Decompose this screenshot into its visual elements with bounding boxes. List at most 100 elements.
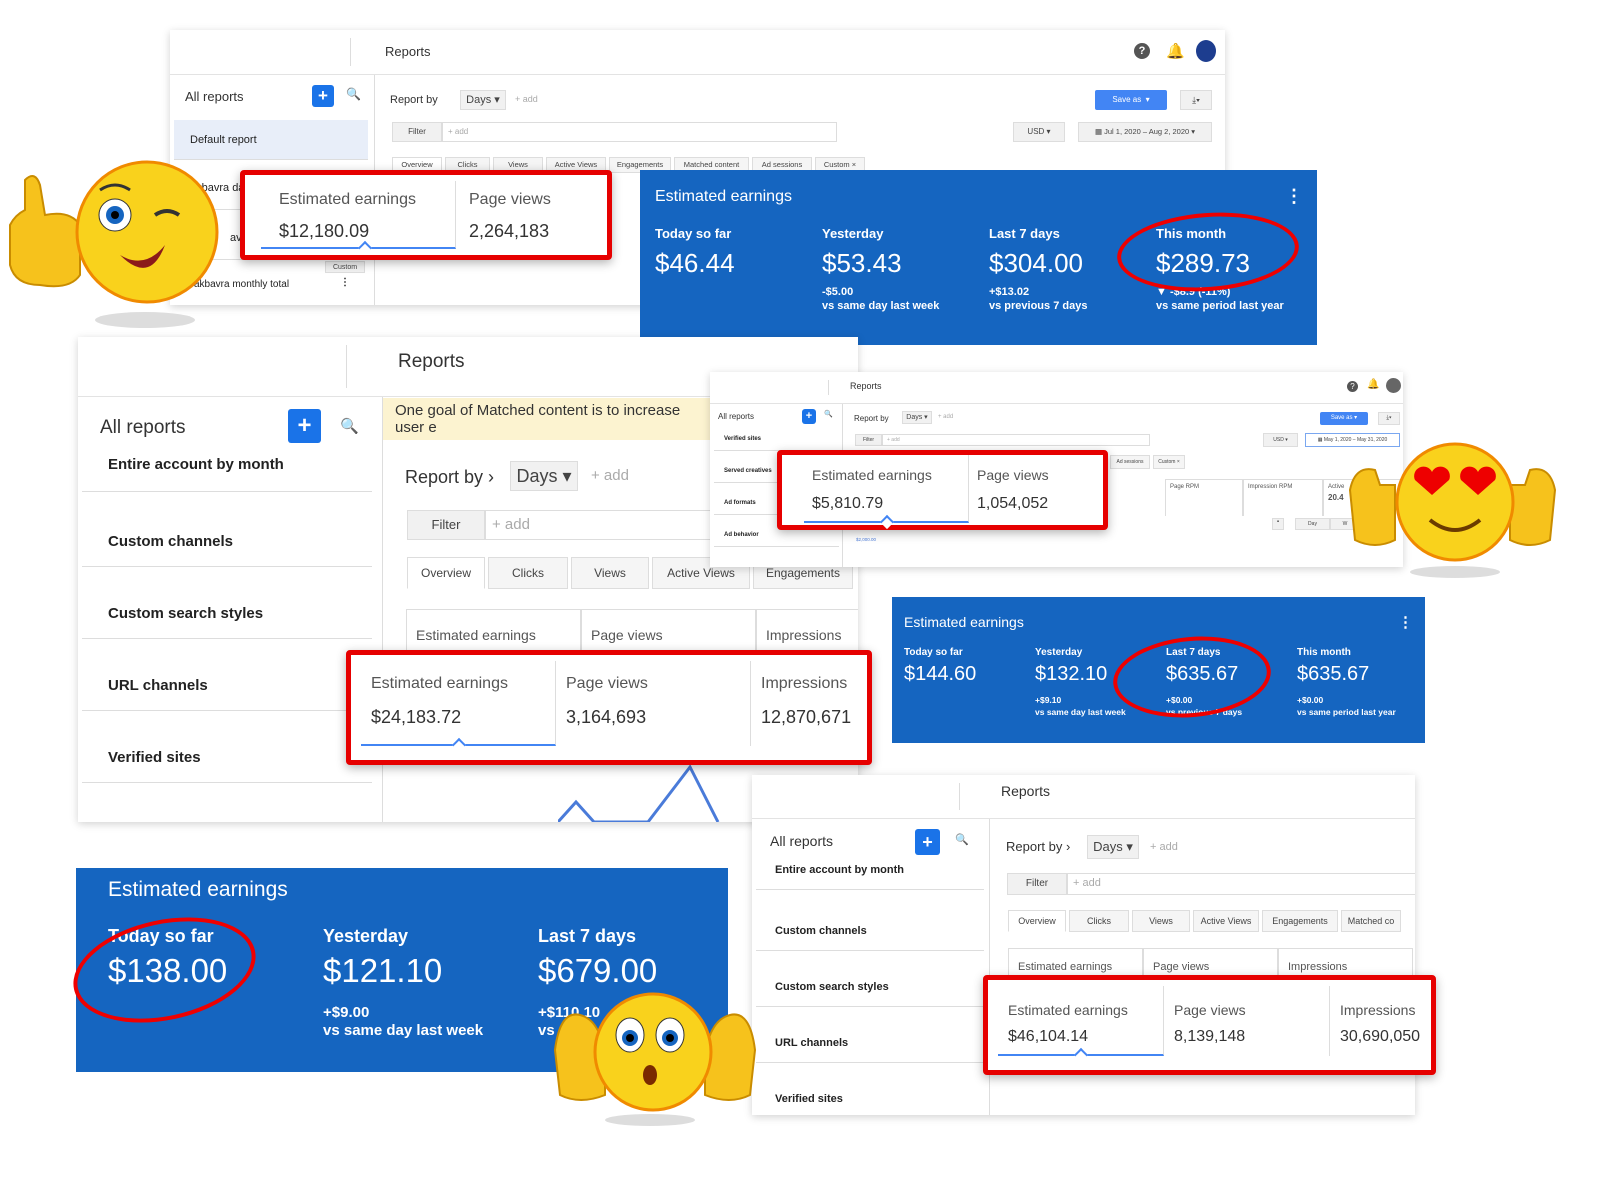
help-icon[interactable]: ?	[1134, 43, 1150, 59]
day-button[interactable]: Day	[1295, 518, 1330, 530]
reports-screenshot-2: Reports All reports + 🔍 Entire account b…	[78, 337, 858, 822]
avatar[interactable]	[1196, 40, 1216, 62]
tab-ad-sessions[interactable]: Ad sessions	[1110, 455, 1150, 469]
tab-overview[interactable]: Overview	[407, 557, 485, 589]
earnings-value: $138.00	[108, 952, 228, 989]
days-dropdown[interactable]: Days ▾	[902, 411, 932, 424]
metric-page-views[interactable]: Page views 3,164,693	[556, 661, 751, 746]
filter-label: Filter	[392, 122, 442, 142]
filter-input[interactable]: + add	[1067, 873, 1415, 895]
tab-views[interactable]: Views	[571, 557, 649, 589]
close-icon[interactable]: ×	[849, 160, 857, 169]
sidebar-item-entire-account-by-month[interactable]: Entire account by month	[82, 442, 372, 492]
avatar[interactable]	[1386, 378, 1401, 393]
sidebar-item-custom-search-styles[interactable]: Custom search styles	[82, 589, 372, 639]
tab-label: Clicks	[457, 160, 478, 169]
metric-estimated-earnings[interactable]: Estimated earnings $12,180.09	[261, 181, 456, 256]
all-reports-title: All reports	[770, 833, 834, 849]
more-vert-icon[interactable]: ⋮	[1398, 614, 1413, 631]
add-dimension-link[interactable]: + add	[1150, 841, 1178, 853]
tab-clicks[interactable]: Clicks	[488, 557, 568, 589]
metric-page-views[interactable]: Page views 8,139,148	[1164, 986, 1330, 1056]
tab-engagements[interactable]: Engagements	[1262, 910, 1338, 932]
filter-input[interactable]: + add	[485, 510, 858, 540]
metric-header-impressions[interactable]: Impressions	[756, 609, 858, 654]
report-by-label: Report by	[390, 94, 438, 106]
search-icon[interactable]: 🔍	[346, 87, 361, 101]
sidebar-item-label: Entire account by month	[108, 456, 284, 473]
sidebar-item-custom-channels[interactable]: Custom channels	[82, 517, 372, 567]
metric-header-page-views[interactable]: Page views	[1143, 948, 1278, 978]
metric-estimated-earnings[interactable]: Estimated earnings $24,183.72	[361, 661, 556, 753]
tab-custom[interactable]: Custom ×	[1153, 455, 1185, 469]
search-icon[interactable]: 🔍	[340, 418, 359, 435]
search-icon[interactable]: 🔍	[824, 411, 833, 418]
currency-dropdown[interactable]: USD ▾	[1263, 433, 1298, 447]
tab-active-views[interactable]: Active Views	[1193, 910, 1259, 932]
download-icon[interactable]: ⤓▾	[1378, 412, 1400, 425]
save-as-button[interactable]: Save as ▾	[1095, 90, 1167, 110]
sidebar-item-entire-account-by-month[interactable]: Entire account by month	[756, 855, 984, 890]
metric-label: Estimated earnings	[1018, 961, 1113, 973]
help-icon[interactable]: ?	[1347, 381, 1358, 392]
add-dimension-link[interactable]: + add	[938, 414, 954, 420]
metric-header-estimated-earnings[interactable]: Estimated earnings	[406, 609, 581, 654]
sidebar-item-ad-behavior[interactable]: Ad behavior	[714, 523, 839, 547]
filter-input[interactable]: + add	[442, 122, 837, 142]
metric-value: 12,870,671	[761, 707, 852, 727]
metric-page-views[interactable]: Page views 2,264,183	[456, 181, 606, 249]
date-range-picker[interactable]: ▦ Jul 1, 2020 – Aug 2, 2020 ▾	[1078, 122, 1212, 142]
tab-matched-co[interactable]: Matched co	[1341, 910, 1401, 932]
sidebar-item-served-creatives[interactable]: Served creatives	[714, 459, 839, 483]
divider	[350, 38, 351, 66]
tab-views[interactable]: Views	[1132, 910, 1190, 932]
add-dimension-link[interactable]: + add	[591, 467, 629, 484]
more-vert-icon[interactable]: ⋮	[1285, 186, 1303, 206]
filter-input[interactable]: + add	[882, 434, 1150, 446]
metric-impression-rpm[interactable]: Impression RPM	[1243, 479, 1323, 516]
metric-impressions[interactable]: Impressions 30,690,050	[1330, 986, 1496, 1056]
metric-header-page-views[interactable]: Page views	[581, 609, 756, 654]
add-dimension-link[interactable]: + add	[515, 94, 538, 104]
search-icon[interactable]: 🔍	[955, 834, 969, 846]
sidebar-item-ad-formats[interactable]: Ad formats	[714, 491, 839, 515]
bell-icon[interactable]: 🔔	[1166, 43, 1185, 60]
add-report-button[interactable]: +	[288, 409, 321, 443]
save-as-label: Save as	[1330, 415, 1353, 421]
days-dropdown[interactable]: Days ▾	[1087, 835, 1139, 859]
annotation-icon[interactable]: ▪	[1272, 518, 1284, 530]
tab-clicks[interactable]: Clicks	[1069, 910, 1129, 932]
earnings-value: $635.67	[1166, 663, 1239, 685]
add-report-button[interactable]: +	[312, 85, 334, 107]
sidebar-item-custom-search-styles[interactable]: Custom search styles	[756, 967, 984, 1007]
metric-header-impressions[interactable]: Impressions	[1278, 948, 1413, 978]
days-dropdown[interactable]: Days ▾	[510, 461, 578, 491]
metric-impressions[interactable]: Impressions 12,870,671	[751, 661, 946, 746]
sidebar-item-verified-sites[interactable]: Verified sites	[82, 733, 372, 783]
sidebar-item-url-channels[interactable]: URL channels	[756, 1023, 984, 1063]
currency-dropdown[interactable]: USD ▾	[1013, 122, 1065, 142]
more-vert-icon[interactable]: ⋮	[340, 277, 350, 288]
sidebar-item-url-channels[interactable]: URL channels	[82, 661, 372, 711]
tab-overview[interactable]: Overview	[1008, 910, 1066, 932]
bell-icon[interactable]: 🔔	[1367, 379, 1380, 390]
add-report-button[interactable]: +	[802, 409, 816, 424]
date-range-picker[interactable]: ▦ May 1, 2020 – May 31, 2020	[1305, 433, 1400, 447]
sidebar-item-verified-sites[interactable]: Verified sites	[714, 427, 839, 451]
metric-page-views[interactable]: Page views 1,054,052	[969, 455, 1099, 523]
metric-estimated-earnings[interactable]: Estimated earnings $5,810.79	[804, 455, 969, 530]
metric-header-estimated-earnings[interactable]: Estimated earnings	[1008, 948, 1143, 978]
calendar-icon: ▦	[1317, 437, 1323, 443]
add-report-button[interactable]: +	[915, 829, 940, 855]
metric-estimated-earnings[interactable]: Estimated earnings $46,104.14	[998, 986, 1164, 1063]
sidebar-item-custom-channels[interactable]: Custom channels	[756, 911, 984, 951]
reports-sidebar: All reports + 🔍	[752, 819, 990, 1115]
days-dropdown[interactable]: Days ▾	[460, 90, 506, 110]
sidebar-item[interactable]: akbavra monthly total ⋮	[174, 275, 368, 305]
download-icon[interactable]: ⤓▾	[1180, 90, 1212, 110]
metric-page-rpm[interactable]: Page RPM	[1165, 479, 1243, 516]
save-as-button[interactable]: Save as ▾	[1320, 412, 1368, 425]
page-title: Reports	[398, 351, 465, 372]
sidebar-item-default-report[interactable]: Default report	[174, 120, 368, 160]
sidebar-item-verified-sites[interactable]: Verified sites	[756, 1079, 984, 1115]
